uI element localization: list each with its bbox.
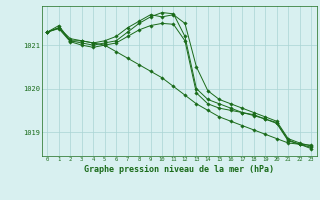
X-axis label: Graphe pression niveau de la mer (hPa): Graphe pression niveau de la mer (hPa) <box>84 165 274 174</box>
